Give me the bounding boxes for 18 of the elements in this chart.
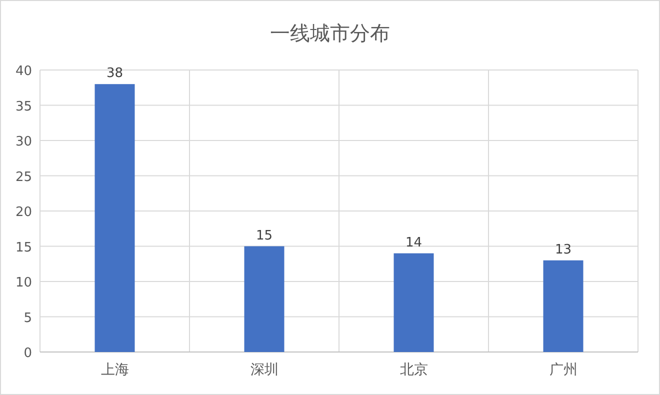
xtick: 广州: [549, 362, 578, 378]
ytick: 25: [15, 170, 32, 185]
ytick: 40: [15, 64, 32, 79]
data-label: 15: [256, 228, 273, 244]
ytick: 20: [15, 205, 32, 220]
ytick: 15: [15, 240, 32, 256]
xtick: 深圳: [250, 362, 278, 378]
xtick: 北京: [400, 362, 428, 378]
ytick: 5: [24, 310, 32, 326]
ytick: 10: [15, 276, 32, 290]
ytick: 0: [24, 346, 32, 361]
data-label: 38: [106, 66, 124, 82]
ytick: 30: [15, 134, 32, 150]
xtick: 上海: [100, 362, 129, 378]
ytick: 35: [15, 99, 32, 114]
data-label: 14: [405, 235, 422, 250]
title: 一线城市分布: [270, 21, 390, 45]
data-label: 13: [554, 242, 572, 258]
